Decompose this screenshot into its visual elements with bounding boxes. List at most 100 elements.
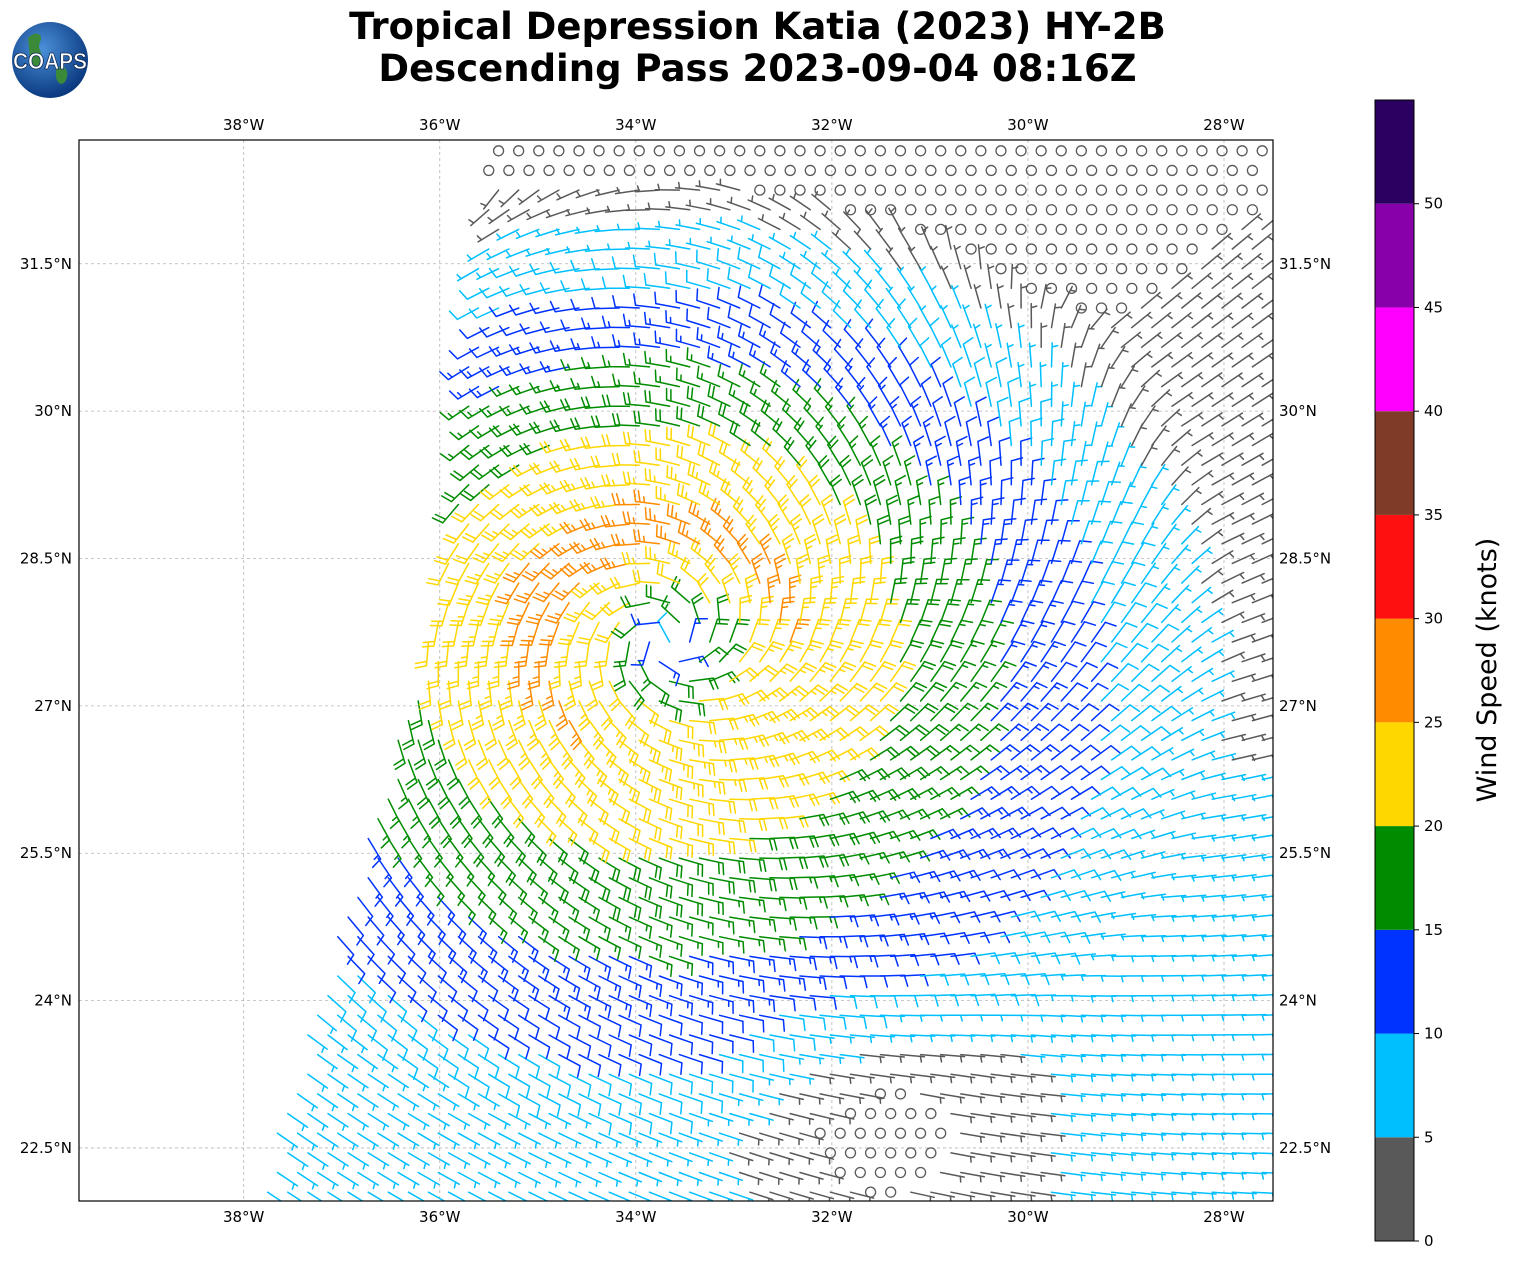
wind-barb (1221, 252, 1243, 270)
wind-barb (447, 798, 462, 829)
wind-barb (611, 492, 640, 506)
wind-barb (1110, 422, 1125, 447)
wind-barb (1231, 552, 1255, 565)
calm-wind-marker (1176, 184, 1188, 196)
wind-barb (980, 1093, 1006, 1104)
wind-barb (990, 869, 1022, 881)
wind-barb (1160, 727, 1184, 742)
wind-barb (709, 1073, 734, 1094)
wind-barb (985, 376, 998, 407)
wind-barb (488, 346, 520, 357)
wind-barb (744, 573, 758, 604)
wind-barb (1050, 1034, 1077, 1043)
wind-barb (638, 1171, 663, 1187)
wind-barb (427, 877, 445, 907)
wind-barb (1221, 814, 1247, 822)
calm-wind-marker (975, 184, 987, 196)
wind-barb (316, 1093, 339, 1112)
wind-barb (790, 301, 812, 329)
wind-barb (842, 248, 862, 270)
calm-wind-marker (784, 164, 796, 177)
wind-barb (499, 325, 530, 337)
wind-barb (1160, 563, 1181, 584)
wind-barb (829, 704, 860, 722)
wind-barb (568, 1112, 592, 1129)
wind-barb (1000, 681, 1028, 702)
wind-barb (910, 395, 922, 427)
wind-barb (467, 1152, 491, 1169)
wind-barb (1201, 332, 1224, 349)
wind-barb (500, 621, 520, 647)
wind-barb (859, 639, 884, 663)
wind-barb (477, 818, 494, 848)
wind-barb (479, 680, 493, 711)
wind-barb (497, 1014, 520, 1041)
wind-barb (600, 514, 631, 528)
wind-barb (1110, 346, 1129, 368)
wind-barb (568, 916, 591, 942)
wind-barb (1221, 292, 1244, 309)
wind-barb (1040, 322, 1048, 349)
colorbar-bin (1375, 929, 1414, 1034)
wind-barb (538, 935, 560, 962)
wind-barb (1050, 620, 1076, 643)
wind-barb (488, 267, 520, 279)
wind-barb (1060, 641, 1087, 663)
wind-barb (1080, 1171, 1106, 1182)
wind-barb (558, 935, 580, 962)
wind-barb (1050, 744, 1081, 761)
wind-barb (517, 896, 538, 924)
wind-barb (768, 232, 791, 250)
wind-barb (688, 877, 714, 896)
calm-wind-marker (1115, 145, 1128, 157)
wind-barb (668, 719, 694, 740)
wind-barb (618, 1171, 643, 1187)
wind-barb (1110, 311, 1133, 329)
colorbar-bin (1375, 411, 1414, 515)
wind-barb (1100, 1093, 1127, 1102)
wind-barb (488, 425, 520, 438)
wind-barb (1070, 304, 1086, 329)
wind-barb (1090, 421, 1103, 447)
wind-barb (1231, 713, 1257, 722)
wind-barb (648, 877, 673, 899)
wind-barb (558, 1014, 581, 1039)
lon-tick-label-bottom: 36°W (419, 1208, 461, 1226)
wind-barb (1030, 417, 1043, 447)
wind-barb (849, 704, 879, 722)
wind-barb (658, 660, 681, 687)
wind-barb (1110, 828, 1142, 840)
wind-barb (1120, 850, 1146, 859)
wind-barb (517, 975, 540, 1002)
wind-barb (1070, 1034, 1097, 1043)
wind-barb (644, 507, 671, 525)
wind-barb (709, 877, 735, 895)
wind-barb (826, 435, 841, 466)
wind-barb (1201, 689, 1225, 702)
calm-wind-marker (894, 1088, 907, 1100)
wind-barb (708, 460, 731, 486)
calm-wind-marker (995, 184, 1007, 196)
wind-barb (919, 681, 948, 702)
wind-barb (1040, 1014, 1066, 1023)
wind-barb (688, 798, 715, 817)
wind-barb (1160, 1171, 1187, 1181)
wind-barb (950, 537, 966, 565)
wind-barb (508, 384, 540, 396)
wind-barb (508, 1191, 529, 1201)
wind-barb (698, 778, 726, 795)
wind-barb (962, 304, 972, 329)
wind-barb (1151, 1112, 1177, 1122)
wind-barbs (266, 145, 1273, 1201)
wind-barb (449, 601, 470, 627)
wind-barb (1171, 466, 1192, 486)
wind-barb (1131, 704, 1161, 722)
wind-barb (574, 226, 600, 234)
wind-barb (402, 719, 415, 751)
wind-barb (1020, 640, 1046, 663)
wind-barb (1221, 733, 1247, 742)
wind-barb (1090, 308, 1111, 329)
wind-barb (980, 517, 996, 545)
wind-barb (588, 1034, 612, 1058)
wind-barb (1000, 559, 1020, 584)
